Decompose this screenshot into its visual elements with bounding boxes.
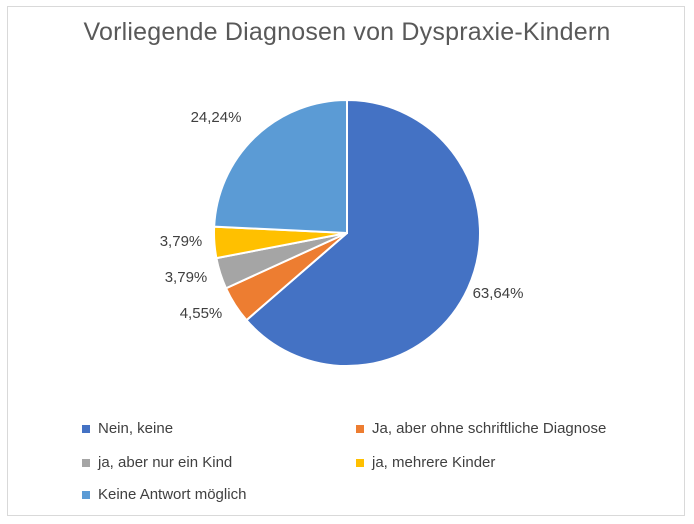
data-label: 3,79% [160, 233, 203, 250]
legend-item-ein-kind: ja, aber nur ein Kind [82, 454, 232, 471]
legend-item-nein-keine: Nein, keine [82, 420, 173, 437]
legend-label: Ja, aber ohne schriftliche Diagnose [372, 420, 607, 437]
legend-item-ohne-diagnose: Ja, aber ohne schriftliche Diagnose [356, 420, 606, 437]
legend-swatch [82, 490, 90, 499]
legend-item-keine-antwort: Keine Antwort möglich [82, 486, 246, 503]
chart-title: Vorliegende Diagnosen von Dyspraxie-Kind… [83, 18, 611, 46]
pie-slice [245, 98, 481, 367]
legend-label: ja, aber nur ein Kind [98, 454, 233, 471]
data-label: 63,64% [473, 285, 524, 302]
legend-swatch [82, 424, 90, 433]
legend-swatch [356, 424, 364, 433]
data-label: 4,55% [180, 305, 223, 322]
pie-slice [213, 98, 348, 235]
legend-label: ja, mehrere Kinder [372, 454, 496, 471]
legend-item-mehrere-kinder: ja, mehrere Kinder [356, 454, 495, 471]
legend-label: Keine Antwort möglich [98, 486, 247, 503]
legend-label: Nein, keine [98, 420, 174, 437]
data-label: 3,79% [165, 269, 208, 286]
legend-swatch [356, 458, 364, 467]
legend-swatch [82, 458, 90, 467]
data-label: 24,24% [191, 109, 242, 126]
